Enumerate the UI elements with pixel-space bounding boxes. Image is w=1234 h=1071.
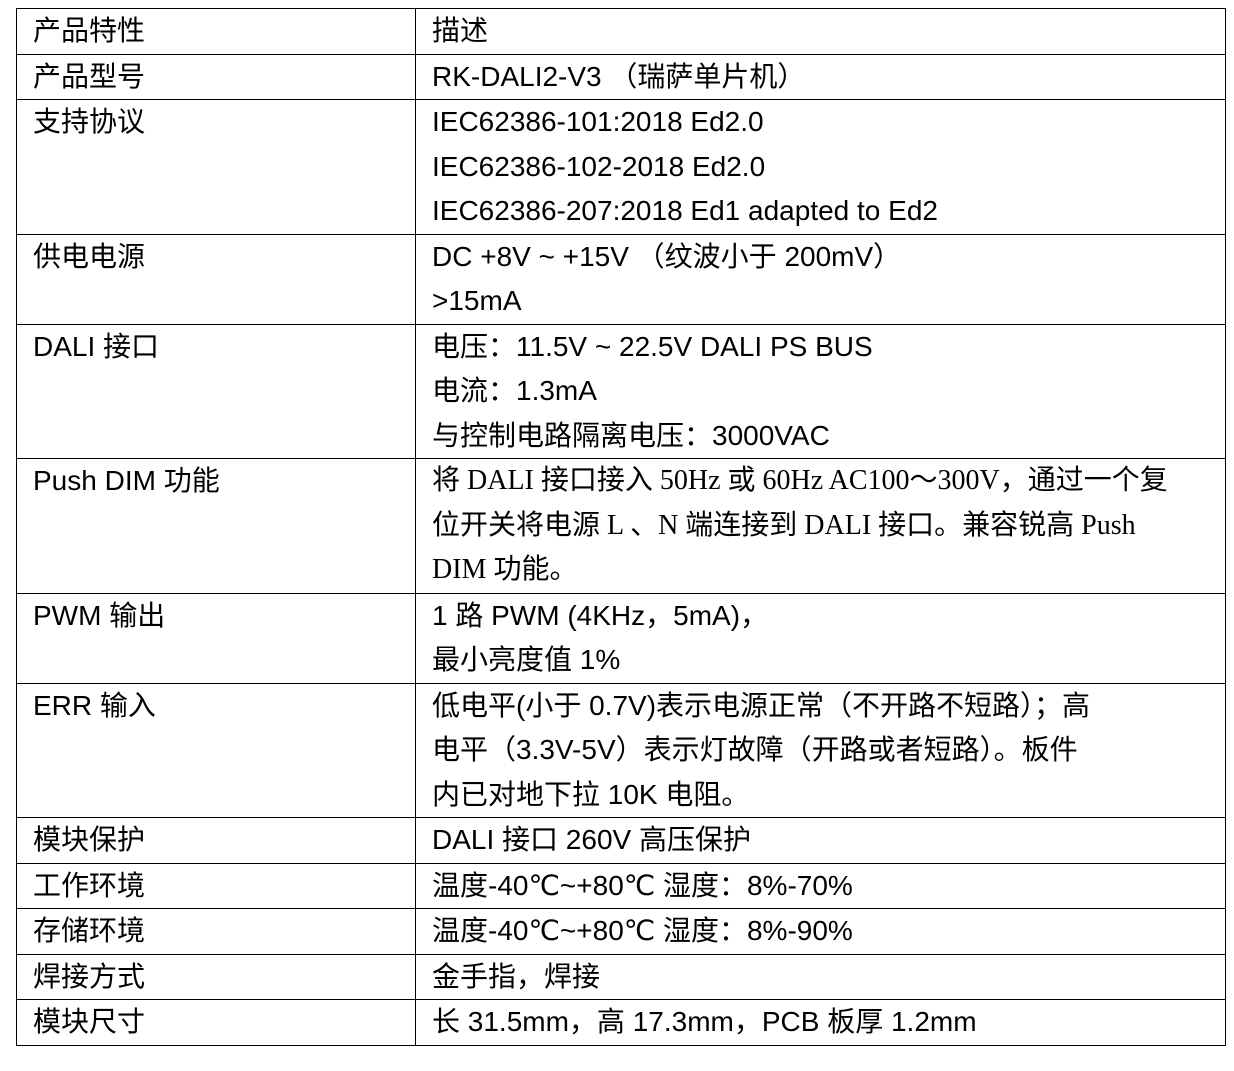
spec-value-cell: 长 31.5mm，高 17.3mm，PCB 板厚 1.2mm [415,999,1226,1046]
spec-value-cell: 电压：11.5V ~ 22.5V DALI PS BUS 电流：1.3mA 与控制电… [415,323,1226,459]
spec-name-cell: 模块保护 [16,817,416,864]
spec-value-cell: 1 路 PWM (4KHz，5mA)， 最小亮度值 1% [415,592,1226,684]
spec-value-cell: DALI 接口 260V 高压保护 [415,817,1226,864]
spec-value-line: 低电平(小于 0.7V)表示电源正常（不开路不短路）；高 [432,689,1091,721]
spec-value-line: 1 路 PWM (4KHz，5mA)， [432,599,769,631]
spec-name-cell: 工作环境 [16,862,416,909]
spec-value-line: 描述 [432,15,489,46]
spec-value-line: 最小亮度值 1% [432,644,621,675]
spec-name-cell: 支持协议 [16,99,416,235]
table-row: ERR 输入 低电平(小于 0.7V)表示电源正常（不开路不短路）；高 电平（3.3… [16,682,1226,818]
spec-value-line: 内已对地下拉 10K 电阻。 [432,778,750,810]
spec-value-line: DC +8V ~ +15V （纹波小于 200mV） [432,240,902,272]
spec-value-line: IEC62386-207:2018 Ed1 adapted to Ed2 [432,195,938,226]
spec-value-line: >15mA [432,285,522,316]
table-row: 支持协议 IEC62386-101:2018 Ed2.0 IEC62386-102-… [16,99,1226,235]
spec-value-cell: RK-DALI2-V3 （瑞萨单片机） [415,53,1226,100]
spec-value-line: 电流：1.3mA [432,375,597,406]
spec-value-cell: 低电平(小于 0.7V)表示电源正常（不开路不短路）；高 电平（3.3V-5V）表… [415,682,1226,818]
spec-value-cell: 描述 [415,8,1226,55]
spec-value-line: 电平（3.3V-5V）表示灯故障（开路或者短路）。板件 [432,734,1078,765]
spec-value-line: 温度-40℃~+80℃ 湿度：8%-70% [432,869,853,901]
spec-value-line: 温度-40℃~+80℃ 湿度：8%-90% [432,915,853,946]
spec-value-line: 电压：11.5V ~ 22.5V DALI PS BUS [432,330,873,362]
spec-value-cell: 金手指，焊接 [415,953,1226,1000]
spec-value-cell: IEC62386-101:2018 Ed2.0 IEC62386-102-2018… [415,99,1226,235]
spec-value-cell: 温度-40℃~+80℃ 湿度：8%-90% [415,908,1226,955]
spec-name-cell: 产品型号 [16,53,416,100]
spec-name-cell: 模块尺寸 [16,999,416,1046]
spec-value-line: 位开关将电源 L 、N 端连接到 DALI 接口。兼容锐高 Push [432,509,1136,541]
table-row: 供电电源 DC +8V ~ +15V （纹波小于 200mV） >15mA [16,233,1226,325]
spec-value-line: RK-DALI2-V3 （瑞萨单片机） [432,60,806,92]
spec-value-line: DALI 接口 260V 高压保护 [432,824,751,855]
spec-value-line: IEC62386-102-2018 Ed2.0 [432,150,766,182]
spec-name-cell: 供电电源 [16,233,416,325]
table-row: Push DIM 功能将 DALI 接口接入 50Hz 或 60Hz AC100… [16,458,1226,594]
spec-table: 产品特性 描述 产品型号 RK-DALI2-V3 （瑞萨单片机） 支持协议 IEC6238… [16,8,1226,1046]
spec-value-line: 将 DALI 接口接入 50Hz 或 60Hz AC100～300V，通过一个复 [432,465,1168,496]
table-row: 模块保护 DALI 接口 260V 高压保护 [16,817,1226,864]
table-row: 存储环境 温度-40℃~+80℃ 湿度：8%-90% [16,908,1226,955]
table-row: 工作环境 温度-40℃~+80℃ 湿度：8%-70% [16,862,1226,909]
table-row: 模块尺寸长 31.5mm，高 17.3mm，PCB 板厚 1.2mm [16,999,1226,1046]
spec-value-line: DIM 功能。 [432,554,578,585]
table-row: 产品型号 RK-DALI2-V3 （瑞萨单片机） [16,53,1226,100]
spec-name-cell: Push DIM 功能 [16,458,416,594]
spec-value-cell: DC +8V ~ +15V （纹波小于 200mV） >15mA [415,233,1226,325]
spec-name-cell: ERR 输入 [16,682,416,818]
spec-value-line: 金手指，焊接 [432,960,601,992]
table-row: 焊接方式 金手指，焊接 [16,953,1226,1000]
spec-value-line: IEC62386-101:2018 Ed2.0 [432,106,764,137]
spec-name-cell: DALI 接口 [16,323,416,459]
spec-value-cell: 温度-40℃~+80℃ 湿度：8%-70% [415,862,1226,909]
spec-name-cell: 存储环境 [16,908,416,955]
spec-name-cell: 焊接方式 [16,953,416,1000]
spec-name-cell: 产品特性 [16,8,416,55]
spec-value-line: 长 31.5mm，高 17.3mm，PCB 板厚 1.2mm [432,1006,977,1037]
table-row: DALI 接口 电压：11.5V ~ 22.5V DALI PS BUS 电流：1.… [16,323,1226,459]
spec-value-cell: 将 DALI 接口接入 50Hz 或 60Hz AC100～300V，通过一个复… [415,458,1226,594]
table-row: 产品特性 描述 [16,8,1226,55]
table-row: PWM 输出 1 路 PWM (4KHz，5mA)， 最小亮度值 1% [16,592,1226,684]
spec-name-cell: PWM 输出 [16,592,416,684]
spec-value-line: 与控制电路隔离电压：3000VAC [432,419,830,451]
